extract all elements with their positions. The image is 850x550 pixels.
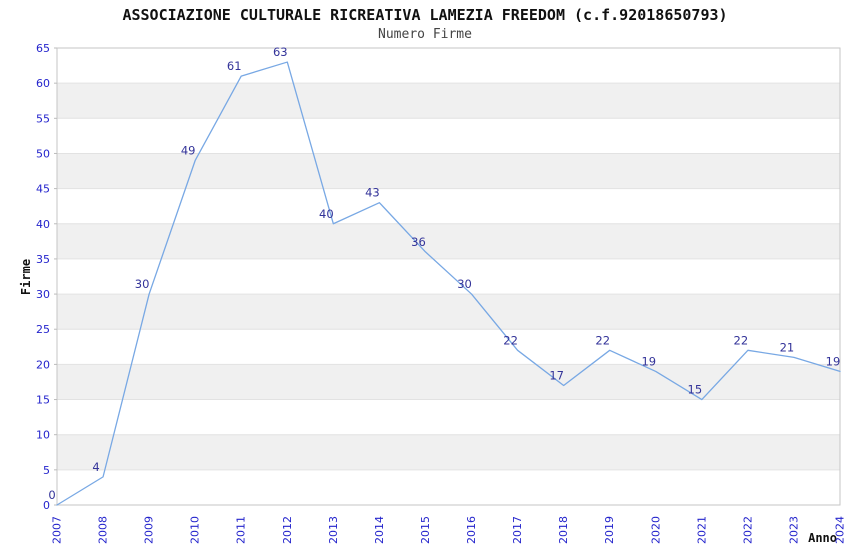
data-point-label: 61 <box>227 59 242 73</box>
plot-band <box>57 153 840 189</box>
x-tick-label: 2017 <box>511 516 524 544</box>
y-tick-label: 20 <box>36 358 50 371</box>
y-tick-label: 65 <box>36 42 50 55</box>
y-tick-label: 25 <box>36 323 50 336</box>
x-tick-label: 2013 <box>327 516 340 544</box>
data-point-label: 22 <box>734 333 749 347</box>
data-point-label: 49 <box>181 143 196 157</box>
y-tick-label: 35 <box>36 253 50 266</box>
data-point-label: 43 <box>365 186 380 200</box>
y-tick-label: 5 <box>43 464 50 477</box>
chart-title: ASSOCIAZIONE CULTURALE RICREATIVA LAMEZI… <box>122 6 728 24</box>
plot-band <box>57 83 840 119</box>
data-line <box>56 61 841 506</box>
data-point-label: 19 <box>641 354 656 368</box>
x-tick-label: 2019 <box>603 516 616 544</box>
x-tick-label: 2022 <box>741 516 754 544</box>
y-tick-label: 60 <box>36 77 50 90</box>
y-tick-label: 40 <box>36 218 50 231</box>
data-point-label: 40 <box>319 207 334 221</box>
plot-band <box>57 223 840 259</box>
y-tick-label: 15 <box>36 394 50 407</box>
x-tick-label: 2015 <box>419 516 432 544</box>
data-point-label: 0 <box>48 488 55 502</box>
data-point-label: 22 <box>595 333 610 347</box>
data-point-label: 17 <box>549 368 564 382</box>
data-point-label: 30 <box>135 277 150 291</box>
data-point-label: 30 <box>457 277 472 291</box>
x-tick-label: 2023 <box>787 516 800 544</box>
data-point-label: 19 <box>826 354 841 368</box>
y-tick-label: 50 <box>36 147 50 160</box>
data-point-label: 4 <box>92 460 99 474</box>
y-tick-label: 10 <box>36 429 50 442</box>
plot-band <box>57 294 840 330</box>
y-tick-label: 0 <box>43 499 50 512</box>
x-tick-label: 2018 <box>557 516 570 544</box>
x-tick-label: 2008 <box>97 516 110 544</box>
data-point-label: 15 <box>688 383 703 397</box>
x-tick-label: 2024 <box>834 516 847 544</box>
x-tick-label: 2009 <box>143 516 156 544</box>
data-point-label: 36 <box>411 235 426 249</box>
x-tick-label: 2007 <box>51 516 64 544</box>
data-point-label: 22 <box>503 333 518 347</box>
data-point-label: 21 <box>780 340 795 354</box>
x-tick-label: 2014 <box>373 516 386 544</box>
chart-subtitle: Numero Firme <box>378 27 472 42</box>
plot-band <box>57 364 840 400</box>
y-tick-label: 30 <box>36 288 50 301</box>
x-tick-label: 2011 <box>235 516 248 544</box>
y-tick-label: 45 <box>36 183 50 196</box>
x-tick-label: 2016 <box>465 516 478 544</box>
x-tick-label: 2012 <box>281 516 294 544</box>
plot-band <box>57 434 840 470</box>
x-tick-label: 2020 <box>649 516 662 544</box>
x-tick-label: 2010 <box>189 516 202 544</box>
y-tick-label: 55 <box>36 112 50 125</box>
data-point-label: 63 <box>273 45 288 59</box>
x-tick-label: 2021 <box>695 516 708 544</box>
plot-border <box>56 47 841 506</box>
x-axis-title: Anno <box>808 531 837 545</box>
